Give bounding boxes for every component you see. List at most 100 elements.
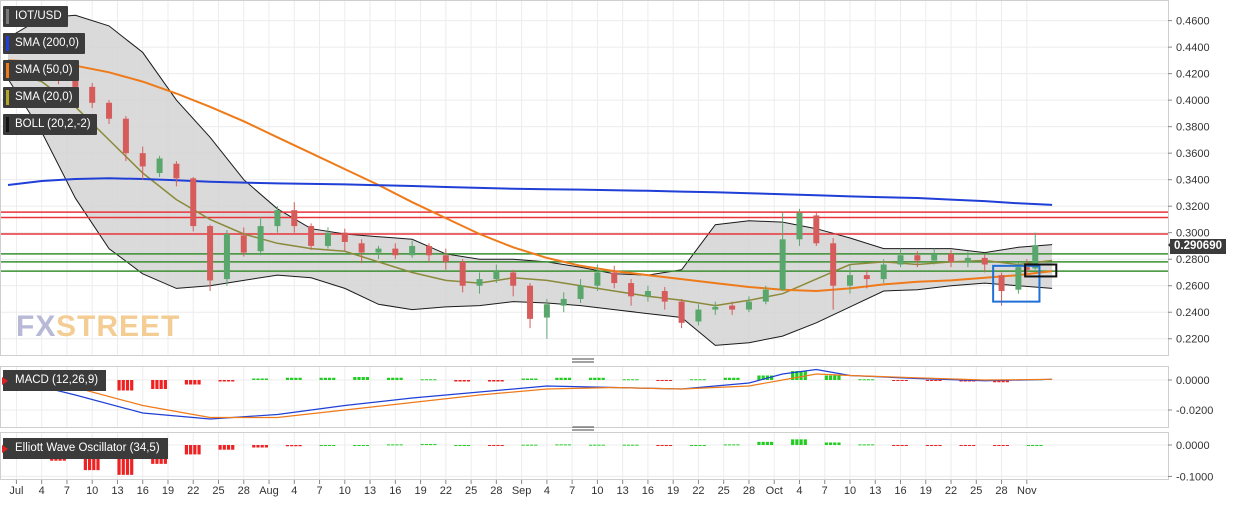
macd-histogram-bar xyxy=(327,377,332,380)
macd-histogram-bar xyxy=(462,380,466,382)
legend-symbol[interactable]: IOT/USD xyxy=(3,6,68,27)
ewo-histogram-bar xyxy=(189,445,193,455)
candle-down xyxy=(308,226,315,246)
legend-sma50[interactable]: SMA (50,0) xyxy=(3,60,79,81)
candle-down xyxy=(1023,267,1030,270)
ewo-histogram-bar xyxy=(622,444,626,446)
fxstreet-watermark: FX STREET xyxy=(16,310,179,343)
legend-ewo[interactable]: Elliott Wave Oscillator (34,5) xyxy=(2,438,168,459)
sma200-swatch xyxy=(6,36,9,51)
y-tick-label: 0.2800 xyxy=(1176,254,1210,266)
candle-down xyxy=(998,275,1005,292)
candle-up xyxy=(644,291,651,297)
macd-histogram-bar xyxy=(702,379,706,381)
ewo-histogram-bar xyxy=(1039,445,1043,446)
ewo-histogram-bar xyxy=(967,445,972,446)
panel-splitter-2[interactable] xyxy=(572,426,594,431)
ewo-histogram-bar xyxy=(727,444,732,446)
last-price-tag: 0.290690 xyxy=(1170,239,1226,254)
legend-sma20[interactable]: SMA (20,0) xyxy=(3,87,79,108)
candle-down xyxy=(358,243,365,253)
macd-histogram-bar xyxy=(197,380,201,385)
panel-splitter-1[interactable] xyxy=(572,358,594,363)
candle-down xyxy=(72,80,79,87)
legend-boll-label: BOLL (20,2,-2) xyxy=(15,118,91,130)
x-tick-label: 10 xyxy=(844,485,856,497)
macd-histogram-bar xyxy=(319,377,323,380)
macd-histogram-bar xyxy=(130,380,134,391)
macd-histogram-bar xyxy=(264,378,269,380)
candle-up xyxy=(594,272,601,286)
y-tick-label: 0.2200 xyxy=(1176,334,1210,346)
macd-histogram-bar xyxy=(601,377,605,380)
ewo-histogram-bar xyxy=(298,445,302,447)
sma20-line xyxy=(7,70,1053,307)
macd-histogram-bar xyxy=(904,380,908,381)
candle-down xyxy=(459,261,466,286)
macd-histogram-bar xyxy=(635,379,639,381)
x-tick-label: 22 xyxy=(440,485,452,497)
x-tick-label: Jul xyxy=(9,485,23,497)
ewo-histogram-bar xyxy=(1031,445,1035,446)
ewo-histogram-bar xyxy=(1026,445,1031,446)
macd-histogram-bar xyxy=(231,380,235,382)
ewo-histogram-bar xyxy=(420,444,424,446)
macd-histogram-bar xyxy=(997,380,1001,383)
ewo-histogram-bar xyxy=(184,445,189,455)
macd-histogram-bar xyxy=(732,377,736,380)
macd-histogram-bar xyxy=(597,377,601,380)
macd-histogram-bar xyxy=(260,378,264,380)
candle-down xyxy=(291,210,298,227)
macd-histogram-bar xyxy=(727,377,732,380)
ewo-histogram-bar xyxy=(862,444,866,446)
ewo-histogram-bar xyxy=(521,444,525,446)
candle-up xyxy=(1015,267,1022,290)
legend-sma200[interactable]: SMA (200,0) xyxy=(3,33,85,54)
x-tick-label: 13 xyxy=(111,485,123,497)
ewo-histogram-bar xyxy=(365,445,370,446)
ewo-histogram-bar xyxy=(454,445,458,446)
ewo-histogram-bar xyxy=(858,444,862,446)
ewo-histogram-bar xyxy=(690,445,694,446)
candle-down xyxy=(628,283,635,297)
candle-down xyxy=(442,255,449,262)
x-tick-label: 4 xyxy=(39,485,45,497)
candle-down xyxy=(89,86,96,103)
ewo-histogram-bar xyxy=(555,444,559,446)
macd-histogram-bar xyxy=(858,379,862,381)
candle-down xyxy=(139,153,146,167)
ewo-histogram-bar xyxy=(285,445,290,447)
legend-macd[interactable]: MACD (12,26,9) xyxy=(2,370,107,391)
macd-histogram-bar xyxy=(770,375,774,380)
candle-down xyxy=(426,245,432,256)
x-tick-label: 25 xyxy=(718,485,730,497)
ewo-histogram-bar xyxy=(972,445,976,446)
legend-boll[interactable]: BOLL (20,2,-2) xyxy=(3,114,97,135)
macd-marker-icon xyxy=(2,377,8,385)
ewo-histogram-bar xyxy=(757,441,761,445)
candle-up xyxy=(695,309,702,322)
macd-histogram-bar xyxy=(492,380,496,382)
x-tick-label: 28 xyxy=(995,485,1007,497)
candle-down xyxy=(830,243,837,286)
ewo-histogram-bar xyxy=(1005,445,1009,446)
candle-up xyxy=(493,271,500,280)
candle-up xyxy=(156,158,163,174)
highlight-box-black xyxy=(1024,263,1058,278)
macd-histogram-bar xyxy=(121,380,125,391)
ewo-histogram-bar xyxy=(963,445,967,446)
ewo-histogram-bar xyxy=(487,445,492,446)
ewo-histogram-bar xyxy=(559,444,563,446)
x-tick-label: 7 xyxy=(822,485,828,497)
ewo-histogram-bar xyxy=(391,444,395,446)
ewo-histogram-bar xyxy=(791,439,795,445)
ewo-histogram-bar xyxy=(121,445,125,475)
x-tick-label: 25 xyxy=(465,485,477,497)
x-tick-label: 7 xyxy=(64,485,70,497)
x-tick-label: 25 xyxy=(212,485,224,497)
price-plot xyxy=(1,14,1168,346)
sma50-line xyxy=(7,59,1053,293)
sma20-swatch xyxy=(6,90,9,105)
ewo-histogram-bar xyxy=(353,445,357,446)
